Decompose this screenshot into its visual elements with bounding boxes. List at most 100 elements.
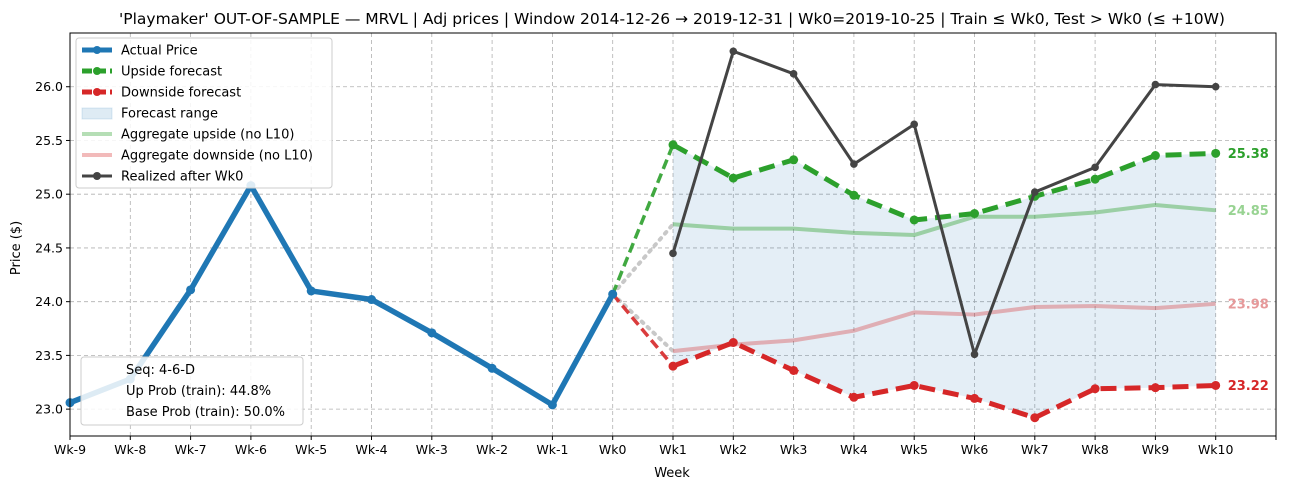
downside-forecast-line	[672, 340, 1216, 421]
realized-point	[970, 350, 979, 359]
x-tick-label: Wk1	[659, 442, 687, 457]
legend-marker	[93, 46, 101, 54]
x-tick-label: Wk-1	[536, 442, 568, 457]
legend-entry: Aggregate upside (no L10)	[82, 128, 294, 143]
upside-connector	[611, 144, 675, 295]
legend-entry: Actual Price	[82, 44, 198, 59]
y-tick-label: 25.0	[35, 187, 63, 202]
legend-label: Aggregate downside (no L10)	[121, 149, 313, 164]
x-tick-label: Wk4	[840, 442, 868, 457]
upside-forecast-point	[1211, 148, 1221, 158]
end-label: 24.85	[1228, 204, 1269, 219]
realized-point	[1031, 188, 1039, 196]
actual-price-point	[427, 328, 437, 338]
legend-entry: Realized after Wk0	[82, 170, 243, 185]
x-tick-label: Wk6	[961, 442, 989, 457]
legend-entry: Aggregate downside (no L10)	[82, 149, 313, 164]
upside-forecast-line	[671, 142, 1216, 223]
legend-box	[75, 37, 333, 189]
legend-label: Aggregate upside (no L10)	[121, 128, 294, 143]
legend-label: Forecast range	[121, 107, 218, 122]
x-tick-label: Wk-5	[295, 442, 327, 457]
x-tick-label: Wk-8	[114, 442, 146, 457]
y-tick-label: 26.0	[35, 79, 63, 94]
downside-forecast-point	[789, 365, 799, 375]
x-tick-label: Wk-6	[235, 442, 267, 457]
legend: Actual Price Upside forecast Downside fore…	[75, 37, 333, 189]
y-axis: 23.0 23.5 24.0 24.5 25.0 25.5 26.0	[35, 79, 70, 417]
x-tick-label: Wk-4	[355, 442, 387, 457]
end-label: 25.38	[1228, 147, 1269, 162]
realized-point	[1211, 82, 1220, 91]
legend-marker	[93, 88, 101, 96]
upside-forecast-point	[1150, 151, 1160, 161]
upside-forecast-point	[849, 190, 859, 200]
end-label: 23.22	[1228, 379, 1269, 394]
aggregate-downside-line	[672, 301, 1216, 354]
actual-price-point	[306, 286, 316, 296]
info-box: Seq: 4-6-D Up Prob (train): 44.8% Base Pro…	[80, 356, 304, 426]
end-labels: 25.38 24.85 23.98 23.22	[1228, 147, 1269, 394]
legend-entry: Downside forecast	[82, 86, 241, 101]
actual-price-point	[487, 363, 497, 373]
legend-label: Actual Price	[121, 44, 198, 59]
actual-price-point	[186, 285, 196, 295]
x-tick-label: Wk10	[1198, 442, 1234, 457]
aggregate-upside-series	[672, 202, 1216, 238]
downside-forecast-point	[849, 392, 859, 402]
info-box-frame	[80, 356, 304, 426]
x-axis: Wk-9 Wk-8 Wk-7 Wk-6 Wk-5 Wk-4 Wk-3 Wk-2 Wk-1 Wk0 W…	[54, 436, 1277, 457]
legend-marker	[93, 172, 101, 180]
x-tick-label: Wk0	[599, 442, 627, 457]
y-tick-label: 23.0	[35, 402, 63, 417]
downside-forecast-point	[1090, 384, 1100, 394]
legend-marker	[93, 67, 101, 75]
realized-point	[1091, 163, 1099, 172]
upside-forecast-point	[909, 215, 919, 225]
realized-point	[789, 70, 798, 78]
upside-forecast-point	[728, 173, 738, 183]
x-axis-label: Week	[654, 466, 690, 481]
info-line: Base Prob (train): 50.0%	[126, 405, 285, 420]
aggregate-upside-line	[672, 202, 1216, 238]
y-tick-label: 25.5	[35, 133, 63, 148]
y-tick-label: 24.0	[35, 294, 63, 309]
x-tick-label: Wk9	[1142, 442, 1170, 457]
y-tick-label: 24.5	[35, 240, 63, 255]
x-tick-label: Wk-7	[175, 442, 207, 457]
legend-entry: Upside forecast	[82, 65, 222, 80]
upside-forecast-point	[789, 155, 799, 165]
forecast-range-area	[673, 144, 1216, 418]
realized-line	[671, 49, 1216, 356]
legend-label: Downside forecast	[121, 86, 241, 101]
aggregate-downside-series	[672, 301, 1216, 354]
actual-price-point	[367, 295, 376, 305]
info-line: Seq: 4-6-D	[126, 363, 195, 378]
downside-forecast-series	[668, 338, 1221, 423]
realized-point	[729, 47, 738, 56]
legend-entry: Forecast range	[81, 107, 218, 122]
downside-forecast-point	[1211, 380, 1221, 390]
realized-point	[1151, 80, 1160, 89]
x-tick-label: Wk3	[780, 442, 808, 457]
legend-swatch	[81, 107, 113, 120]
info-line: Up Prob (train): 44.8%	[126, 384, 271, 399]
forecast-connectors	[610, 144, 675, 368]
upside-forecast-point	[1090, 174, 1100, 184]
legend-label: Realized after Wk0	[121, 170, 243, 185]
downside-forecast-point	[728, 338, 738, 348]
upside-forecast-series	[668, 140, 1221, 225]
downside-forecast-point	[1150, 383, 1160, 393]
x-tick-label: Wk5	[900, 442, 928, 457]
upside-forecast-point	[668, 140, 678, 150]
x-tick-label: Wk-9	[54, 442, 86, 457]
legend-label: Upside forecast	[121, 65, 222, 80]
x-tick-label: Wk2	[720, 442, 748, 457]
x-tick-label: Wk8	[1081, 442, 1109, 457]
downside-forecast-point	[668, 361, 678, 371]
actual-price-point	[547, 400, 557, 410]
y-axis-label: Price ($)	[9, 221, 24, 275]
realized-point	[910, 120, 918, 129]
realized-point	[850, 160, 858, 168]
